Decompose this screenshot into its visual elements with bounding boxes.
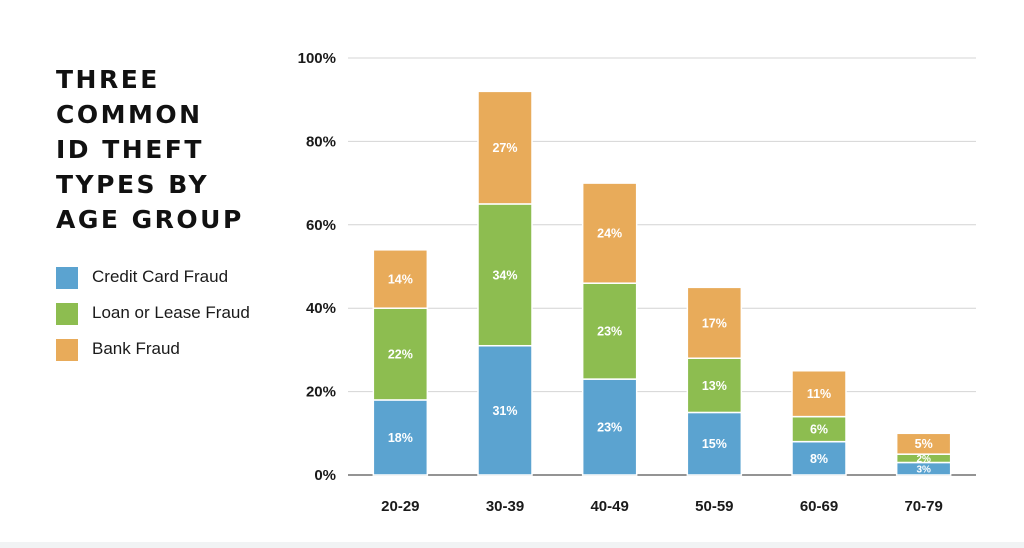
y-tick-label: 40% [306,300,336,317]
bar-segment-loan-lease [581,282,638,380]
data-label: 13% [702,379,727,393]
bar-segment-credit-card [791,440,847,476]
legend-item-bank: Bank Fraud [56,338,256,361]
title-line: AGE GROUP [56,205,244,234]
y-tick-label: 100% [298,50,336,67]
bar-segment-bank [686,286,743,359]
legend-item-credit-card: Credit Card Fraud [56,266,256,289]
bar-segment-credit-card [686,411,743,476]
data-label: 18% [388,431,413,445]
legend-swatch-loan-lease [56,303,78,325]
data-label: 5% [915,437,933,451]
legend-label: Credit Card Fraud [92,267,229,286]
bar-segment-credit-card [372,399,429,476]
title-line: COMMON [56,100,203,129]
bar-segment-bank [477,90,533,205]
data-label: 22% [388,348,413,362]
y-tick-label: 20% [306,384,336,401]
x-tick-label: 40-49 [590,498,628,515]
bar-segment-credit-card [477,344,533,476]
data-label: 14% [388,273,413,287]
bar-segment-bank [581,182,638,284]
legend-swatch-bank [56,339,78,361]
x-tick-label: 50-59 [695,498,733,515]
title-line: THREE [56,65,160,94]
y-tick-label: 60% [306,217,336,234]
legend-swatch-credit-card [56,267,78,289]
data-label: 6% [810,423,828,437]
bar-segment-bank [791,370,847,418]
title-line: ID THEFT [56,135,204,164]
data-label: 34% [492,268,517,282]
bar-segment-loan-lease [372,307,429,401]
chart-title: THREE COMMON ID THEFT TYPES BY AGE GROUP [56,62,286,237]
legend-label: Bank Fraud [92,339,180,358]
data-label: 27% [492,141,517,155]
y-tick-label: 0% [314,467,336,484]
data-label: 15% [702,437,727,451]
data-label: 2% [916,454,931,465]
bottom-band [0,542,1024,548]
data-label: 11% [807,387,831,401]
y-tick-label: 80% [306,133,336,150]
bar-segment-loan-lease [791,415,847,443]
data-label: 8% [810,452,828,466]
bar-segment-bank [895,432,952,455]
bar-segment-credit-card [581,378,638,476]
data-label: 17% [702,316,727,330]
data-label: 23% [597,325,622,339]
bar-segment-bank [372,249,429,309]
legend-label: Loan or Lease Fraud [92,303,250,322]
data-label: 31% [492,404,517,418]
data-label: 3% [916,464,931,475]
bar-segment-loan-lease [477,203,533,347]
data-label: 23% [597,421,622,435]
x-tick-label: 20-29 [381,498,419,515]
title-line: TYPES BY [56,170,210,199]
x-tick-label: 70-79 [904,498,942,515]
x-tick-label: 60-69 [800,498,838,515]
x-tick-label: 30-39 [486,498,524,515]
bar-segment-loan-lease [686,357,743,414]
data-label: 24% [597,227,622,241]
legend: Credit Card Fraud Loan or Lease Fraud Ba… [56,266,256,374]
legend-item-loan-lease: Loan or Lease Fraud [56,302,256,325]
